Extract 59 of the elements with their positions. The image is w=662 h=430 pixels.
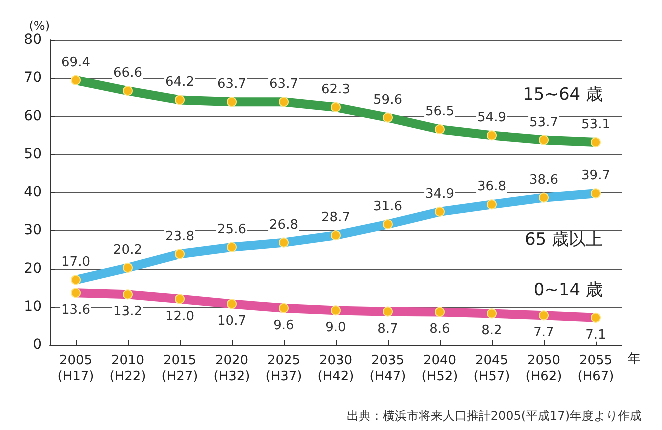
data-label: 13.2 xyxy=(114,304,142,320)
data-label: 59.6 xyxy=(374,92,402,108)
series-label: 15~64 歳 xyxy=(523,85,604,106)
x-tick-label: 2020 (H32) xyxy=(214,354,250,384)
data-label: 39.7 xyxy=(582,168,610,184)
data-label: 31.6 xyxy=(374,200,402,215)
data-label: 9.6 xyxy=(274,318,294,334)
y-tick-label: 30 xyxy=(24,222,42,239)
data-label: 69.4 xyxy=(62,55,90,70)
series-label: 0~14 歳 xyxy=(534,280,604,300)
data-label: 53.1 xyxy=(582,118,610,133)
data-label: 8.6 xyxy=(430,322,450,338)
series-label: 65 歳以上 xyxy=(524,230,604,250)
y-tick-label: 50 xyxy=(24,146,42,162)
y-tick-label: 80 xyxy=(24,32,42,48)
data-label: 8.7 xyxy=(378,322,398,337)
data-label: 63.7 xyxy=(270,77,298,92)
data-label: 9.0 xyxy=(326,320,346,336)
data-label: 66.6 xyxy=(114,66,142,82)
x-tick-label: 2035 (H47) xyxy=(370,354,406,384)
data-label: 23.8 xyxy=(166,229,194,244)
data-label: 20.2 xyxy=(114,242,142,258)
data-label: 7.1 xyxy=(586,328,606,343)
source-note: 出典：横浜市将来人口推計2005(平成17)年度より作成 xyxy=(346,409,642,423)
data-label: 17.0 xyxy=(62,255,90,270)
data-label: 28.7 xyxy=(322,210,350,226)
data-label: 25.6 xyxy=(218,222,246,238)
data-label: 56.5 xyxy=(426,104,454,120)
data-label: 63.7 xyxy=(218,77,246,92)
data-label: 34.9 xyxy=(426,186,454,202)
data-label: 64.2 xyxy=(166,75,194,90)
data-label: 13.6 xyxy=(62,303,90,318)
x-tick-label: 2055 (H67) xyxy=(578,354,614,384)
y-tick-label: 10 xyxy=(24,298,42,315)
data-label: 7.7 xyxy=(534,326,554,341)
data-label: 12.0 xyxy=(166,309,194,324)
x-tick-label: 2025 (H37) xyxy=(266,354,302,384)
y-tick-label: 60 xyxy=(24,108,42,124)
x-tick-label: 2040 (H52) xyxy=(422,354,458,384)
x-tick-label: 2005 (H17) xyxy=(58,354,94,384)
y-tick-label: 0 xyxy=(33,337,42,353)
x-tick-label: 2015 (H27) xyxy=(162,354,198,384)
x-tick-label: 2045 (H57) xyxy=(474,354,510,384)
x-axis-title: 年 xyxy=(628,352,641,367)
y-tick-label: 40 xyxy=(24,184,42,200)
x-tick-label: 2050 (H62) xyxy=(526,354,562,384)
y-axis-title: (%) xyxy=(29,19,50,33)
data-label: 54.9 xyxy=(478,110,506,126)
x-tick-label: 2010 (H22) xyxy=(110,354,146,384)
data-label: 62.3 xyxy=(322,82,350,98)
x-tick-label: 2030 (H42) xyxy=(318,354,354,384)
y-tick-label: 20 xyxy=(24,260,42,277)
data-label: 10.7 xyxy=(218,314,246,330)
data-label: 26.8 xyxy=(270,218,298,233)
data-label: 53.7 xyxy=(530,115,558,130)
data-label: 8.2 xyxy=(482,324,502,339)
data-label: 36.8 xyxy=(478,180,506,195)
y-tick-label: 70 xyxy=(24,70,42,86)
data-label: 38.6 xyxy=(530,172,558,188)
